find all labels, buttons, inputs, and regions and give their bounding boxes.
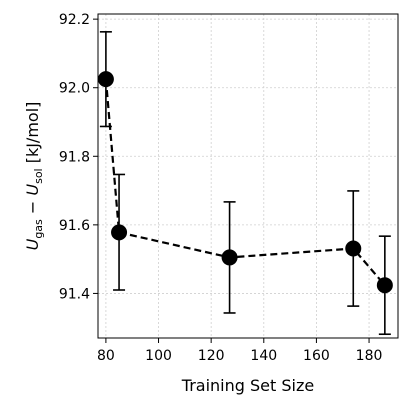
- y-tick-label: 92.0: [59, 81, 90, 97]
- data-point: [376, 277, 393, 294]
- y-tick-label: 91.4: [59, 286, 90, 302]
- axis-ticks: 80 100 120 140 160 180 91.4 91.6 91.8 92.0 92.2: [59, 12, 383, 364]
- y-label-sub1: gas: [32, 219, 45, 239]
- x-tick-label: 100: [145, 348, 172, 364]
- y-axis-label: Ugas − Usol [kJ/mol]: [23, 102, 45, 251]
- plot-frame: [97, 13, 399, 339]
- data-series: [97, 31, 393, 336]
- y-label-sub2: sol: [32, 168, 45, 184]
- data-point: [221, 249, 238, 266]
- y-tick-label: 92.2: [59, 12, 90, 28]
- y-label-var1: U: [23, 238, 42, 250]
- data-point: [111, 224, 128, 241]
- x-tick-label: 160: [303, 348, 330, 364]
- data-point: [345, 240, 362, 257]
- x-tick-label: 80: [97, 348, 115, 364]
- y-label-unit: [kJ/mol]: [23, 102, 42, 169]
- y-tick-label: 91.6: [59, 218, 90, 234]
- data-point: [97, 71, 114, 88]
- x-tick-label: 120: [198, 348, 225, 364]
- y-label-var2: U: [23, 184, 42, 196]
- y-label-minus: −: [23, 196, 42, 220]
- series-line: [104, 79, 386, 286]
- x-tick-label: 180: [356, 348, 383, 364]
- grid-lines: [98, 14, 398, 338]
- y-tick-label: 91.8: [59, 149, 90, 165]
- x-axis-label: Training Set Size: [181, 376, 314, 395]
- x-tick-label: 140: [250, 348, 277, 364]
